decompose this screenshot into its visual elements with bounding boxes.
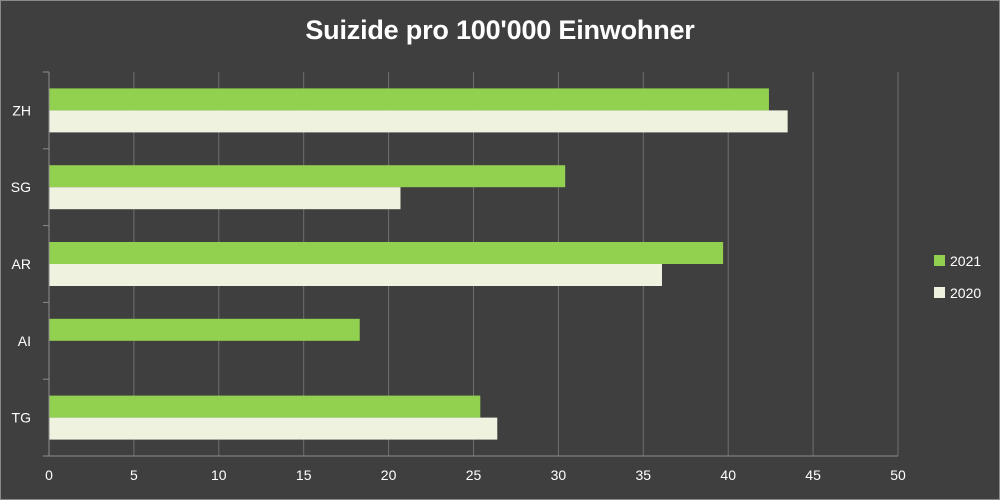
bar-2021-ar <box>49 242 724 264</box>
bar-2020-sg <box>49 187 401 210</box>
bar-2020-zh <box>49 110 788 133</box>
x-tick-label: 30 <box>551 467 567 483</box>
y-tick-label: SG <box>11 179 31 195</box>
bar-2021-tg <box>49 395 481 418</box>
bar-2021-ai <box>49 318 360 341</box>
x-tick-label: 25 <box>466 467 482 483</box>
x-tick-label: 0 <box>45 467 53 483</box>
x-tick-label: 50 <box>890 467 906 483</box>
y-tick-label: ZH <box>12 102 31 118</box>
x-tick-label: 45 <box>805 467 821 483</box>
y-tick-label: AR <box>12 256 31 272</box>
bar-2020-tg <box>49 417 498 440</box>
x-tick-label: 15 <box>296 467 312 483</box>
bar-2021-sg <box>49 165 566 188</box>
chart-title: Suizide pro 100'000 Einwohner <box>305 15 695 45</box>
x-tick-label: 35 <box>636 467 652 483</box>
legend-swatch-2021 <box>934 255 945 266</box>
y-tick-label: TG <box>12 410 31 426</box>
y-tick-label: AI <box>18 333 31 349</box>
legend-label-2021: 2021 <box>950 253 981 269</box>
legend-label-2020: 2020 <box>950 285 981 301</box>
bar-2020-ar <box>49 264 662 286</box>
x-tick-label: 5 <box>130 467 138 483</box>
x-tick-label: 40 <box>720 467 736 483</box>
legend-swatch-2020 <box>934 287 945 298</box>
bar-2021-zh <box>49 88 769 111</box>
x-tick-label: 10 <box>211 467 227 483</box>
x-tick-label: 20 <box>381 467 397 483</box>
